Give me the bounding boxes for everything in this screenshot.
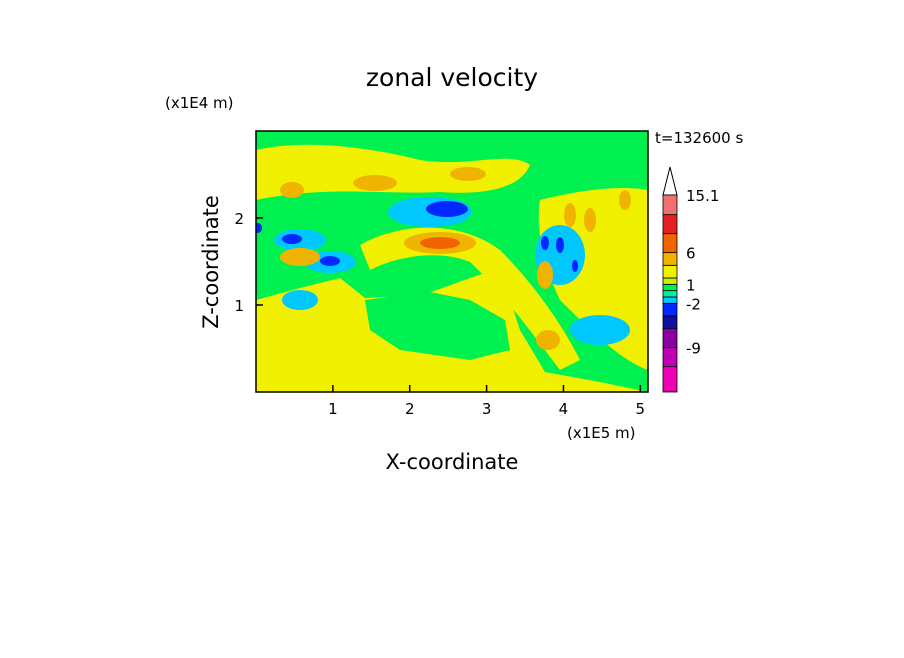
contour-field <box>256 131 648 392</box>
colorbar-band <box>662 366 678 393</box>
field-orange <box>536 330 560 350</box>
field-orange <box>564 203 576 227</box>
field-blue <box>256 223 262 233</box>
x-tick-label: 5 <box>636 400 646 418</box>
colorbar-label: -9 <box>686 340 701 358</box>
field-orange <box>537 261 553 289</box>
colorbar-band <box>662 214 678 235</box>
field-blue <box>282 234 302 244</box>
x-tick-label: 3 <box>482 400 492 418</box>
field-blue <box>541 236 549 250</box>
colorbar-label: 6 <box>686 245 696 263</box>
colorbar-band <box>662 302 678 317</box>
field-orange <box>619 190 631 210</box>
field-yellow <box>256 144 530 200</box>
colorbar-band <box>662 194 678 216</box>
time-label: t=132600 s <box>655 129 743 147</box>
x-tick-label: 1 <box>328 400 338 418</box>
colorbar-band <box>662 296 678 304</box>
colorbar-band <box>662 328 678 349</box>
colorbar-label: 15.1 <box>686 187 719 205</box>
field-cyan <box>282 290 318 310</box>
colorbar-label: 1 <box>686 276 696 294</box>
colorbar-band <box>662 315 678 330</box>
plot-frame <box>255 130 649 393</box>
field-orange <box>280 248 320 266</box>
field-blue <box>556 237 564 253</box>
colorbar-label: -2 <box>686 295 701 313</box>
field-yellow <box>360 227 580 370</box>
x-scale-label: (x1E5 m) <box>567 424 636 442</box>
y-tick-label: 1 <box>234 297 244 315</box>
colorbar-band <box>662 277 678 285</box>
colorbar-band <box>662 347 678 368</box>
colorbar-band <box>662 283 678 292</box>
field-blue <box>320 256 340 266</box>
field-green <box>365 292 510 360</box>
y-axis-label: Z-coordinate <box>199 195 223 329</box>
chart-title: zonal velocity <box>366 63 538 92</box>
field-blue <box>426 201 468 217</box>
colorbar-overflow <box>662 166 678 196</box>
field-orange <box>353 175 397 191</box>
field-orange <box>450 167 486 181</box>
field-orange <box>280 182 304 198</box>
colorbar-band <box>662 290 678 298</box>
x-axis-label: X-coordinate <box>386 450 519 474</box>
y-tick-label: 2 <box>234 210 244 228</box>
colorbar-band <box>662 252 678 266</box>
x-tick-label: 4 <box>559 400 569 418</box>
field-orange <box>584 208 596 232</box>
x-tick-label: 2 <box>405 400 415 418</box>
colorbar-band <box>662 233 678 254</box>
field-orange <box>420 237 460 249</box>
y-scale-label: (x1E4 m) <box>165 94 234 112</box>
field-cyan <box>570 315 630 345</box>
colorbar-band <box>662 264 678 279</box>
field-blue <box>572 260 578 272</box>
